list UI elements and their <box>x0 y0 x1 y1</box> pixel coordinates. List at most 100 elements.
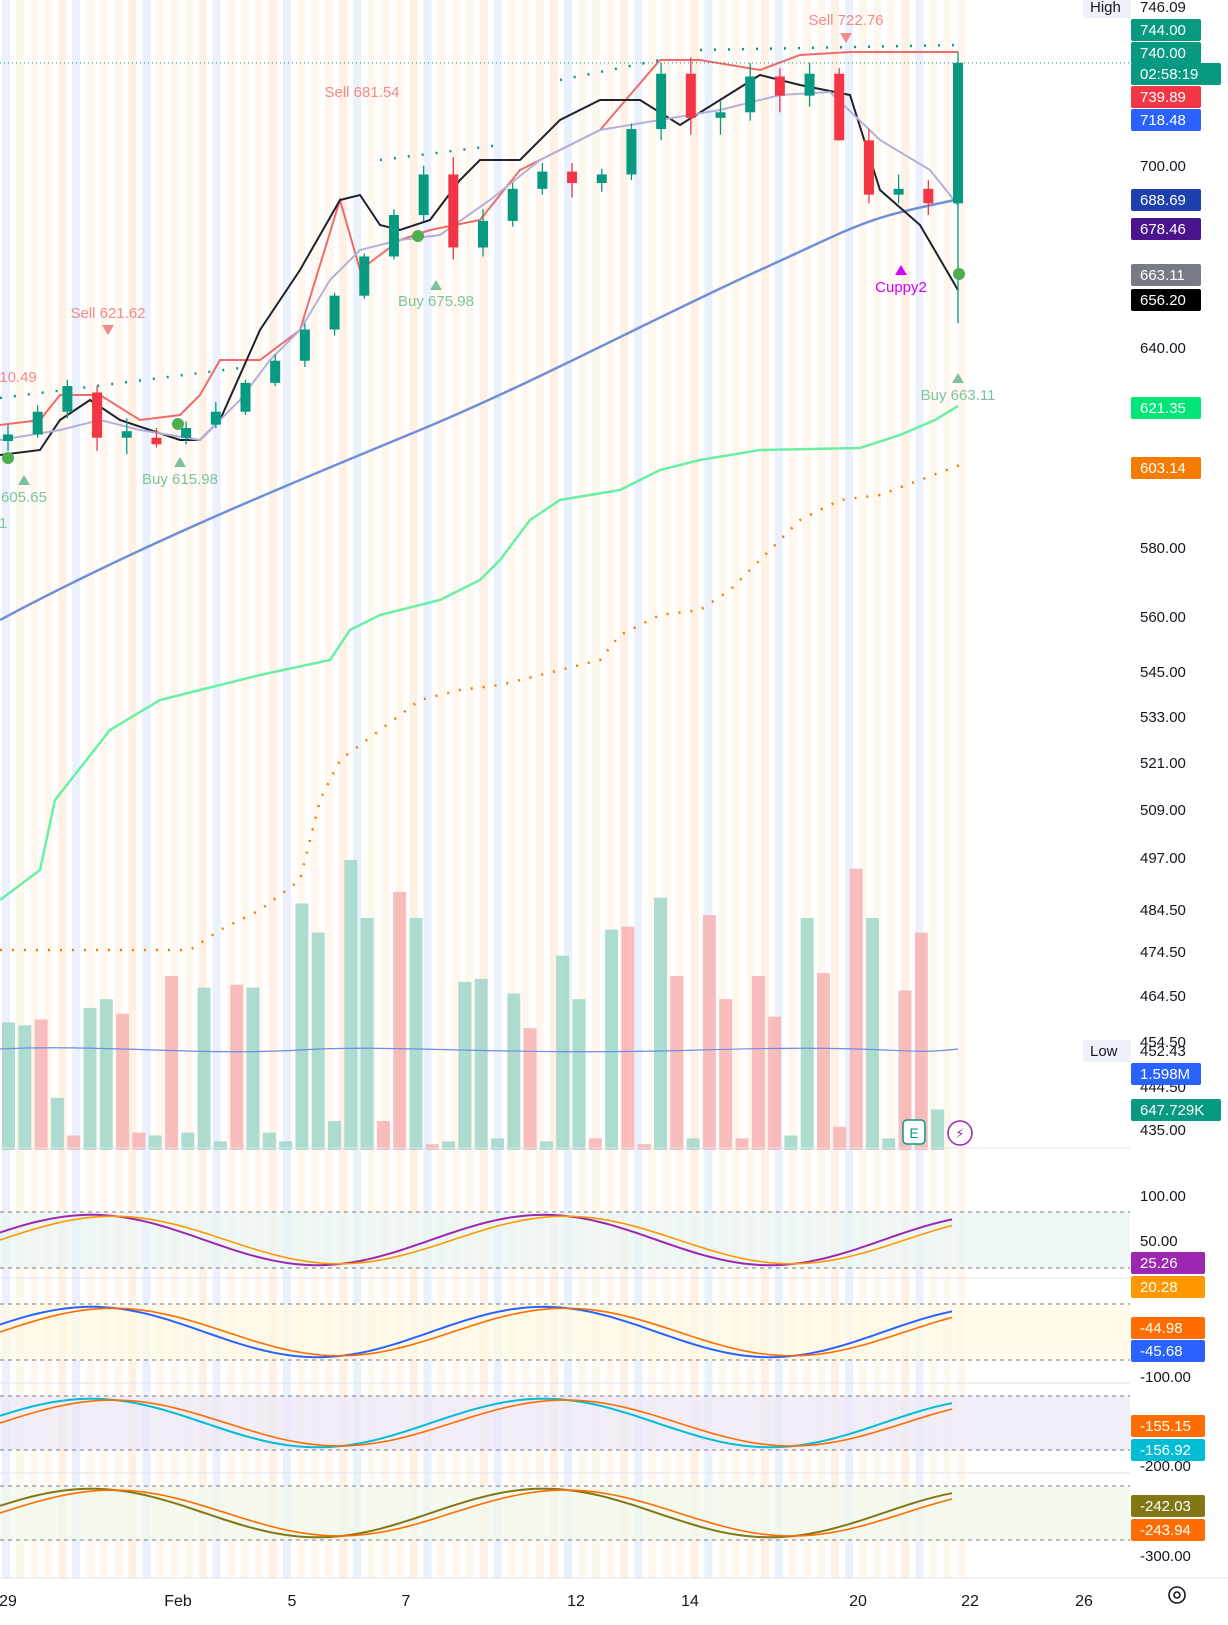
svg-text:718.48: 718.48 <box>1140 112 1186 129</box>
earnings-icon[interactable]: E <box>902 1119 926 1145</box>
session-band <box>521 0 530 1578</box>
price-tick-label: 700.00 <box>1140 158 1186 175</box>
time-tick-label: 22 <box>961 1593 979 1610</box>
volume-bar <box>670 976 684 1150</box>
svg-text:High: High <box>1090 0 1121 16</box>
price-badge: 688.69 <box>1131 189 1201 211</box>
svg-text:1.598M: 1.598M <box>1140 1066 1190 1083</box>
session-band <box>30 0 39 1578</box>
crossover-dot <box>172 418 184 430</box>
session-band <box>479 0 488 1578</box>
price-badge: 656.20 <box>1131 289 1201 311</box>
volume-bar <box>67 1135 81 1150</box>
signal-label: Sell 621.62 <box>70 305 145 322</box>
time-axis[interactable]: 29 Feb 5 7 12 14 20 22 26 <box>0 1577 1228 1610</box>
volume-bar <box>295 903 309 1150</box>
time-tick-label: 26 <box>1075 1593 1093 1610</box>
svg-text:-45.68: -45.68 <box>1140 1343 1183 1360</box>
price-badge: 740.00 <box>1131 42 1201 64</box>
svg-text:740.00: 740.00 <box>1140 45 1186 62</box>
session-band <box>465 0 474 1578</box>
session-band <box>859 0 868 1578</box>
volume-bar <box>2 1022 15 1150</box>
session-band <box>325 0 334 1578</box>
session-band <box>887 0 896 1578</box>
session-band <box>353 0 362 1578</box>
svg-text:-156.92: -156.92 <box>1140 1442 1191 1459</box>
crossover-dot <box>412 230 424 242</box>
session-band <box>170 0 179 1578</box>
volume-bar <box>246 987 260 1150</box>
candle <box>596 168 607 192</box>
oscillator-badge: -44.98 <box>1131 1317 1205 1339</box>
svg-text:656.20: 656.20 <box>1140 292 1186 309</box>
price-tick-label: 484.50 <box>1140 902 1186 919</box>
dividend-icon[interactable]: ⚡ <box>947 1120 973 1146</box>
oscillator-line-slow <box>0 1489 953 1537</box>
oscillator-panes[interactable] <box>0 1147 1228 1541</box>
candle <box>656 62 667 141</box>
volume-bar <box>637 1144 651 1150</box>
time-tick-label: 5 <box>288 1593 297 1610</box>
volume-bar <box>18 1025 32 1150</box>
svg-text:452.43: 452.43 <box>1140 1043 1186 1060</box>
session-band <box>774 0 783 1578</box>
volume-bar <box>230 984 244 1150</box>
candle <box>3 424 13 451</box>
time-tick-label: 20 <box>849 1593 867 1610</box>
volume-bar <box>279 1141 293 1150</box>
session-band <box>268 0 277 1578</box>
volume-bar <box>344 860 358 1150</box>
session-band <box>381 0 390 1578</box>
signal-labels: Sell 621.62 Buy 615.98 Sell 681.54 Buy 675.… <box>0 12 995 532</box>
signal-label: Sell 722.76 <box>808 12 883 29</box>
candle <box>626 123 637 181</box>
signal-marker <box>840 33 852 43</box>
price-badge: 678.46 <box>1131 218 1201 240</box>
gear-icon[interactable] <box>1168 1586 1186 1604</box>
svg-text:-155.15: -155.15 <box>1140 1418 1191 1435</box>
volume-bar <box>605 929 619 1150</box>
volume-bar <box>931 1109 945 1150</box>
volume-bar <box>800 918 814 1150</box>
volume-bars <box>0 860 959 1150</box>
candle <box>270 354 281 387</box>
price-pane[interactable]: Sell 621.62 Buy 615.98 Sell 681.54 Buy 675.… <box>0 12 1130 1150</box>
session-band <box>760 0 769 1578</box>
session-band <box>254 0 263 1578</box>
volume-bar <box>654 897 667 1150</box>
svg-text:Low: Low <box>1090 1043 1118 1060</box>
volume-bar <box>83 1007 97 1150</box>
candle <box>32 405 43 438</box>
volume-bar <box>686 1138 700 1150</box>
oscillator-tick-label: -200.00 <box>1140 1458 1191 1475</box>
price-tick-label: 533.00 <box>1140 709 1186 726</box>
candle <box>418 165 429 221</box>
session-band <box>802 0 811 1578</box>
signal-label: 605.65 <box>1 489 47 506</box>
volume-bar <box>751 976 765 1150</box>
volume-bar <box>328 1121 341 1150</box>
volume-bar <box>442 1141 456 1150</box>
price-axis[interactable]: 744.00700.00640.00600.00580.00560.00545.… <box>1083 0 1228 1578</box>
volume-bar <box>197 987 211 1150</box>
volume-bar <box>865 918 879 1150</box>
candle <box>834 68 845 141</box>
session-band <box>845 0 853 1578</box>
oscillator-badge: 20.28 <box>1131 1276 1205 1298</box>
candles <box>0 52 1130 455</box>
candle <box>329 292 340 336</box>
session-band <box>311 0 320 1578</box>
session-band <box>943 0 952 1578</box>
svg-text:02:58:19: 02:58:19 <box>1140 66 1198 83</box>
extreme-label: High 746.09 <box>1083 0 1186 18</box>
ma-slow-line <box>0 404 959 901</box>
volume-bar <box>50 1097 64 1150</box>
volume-bar <box>458 981 472 1150</box>
price-badge: 647.729K <box>1131 1099 1221 1121</box>
session-band <box>493 0 502 1578</box>
session-band <box>100 0 109 1578</box>
price-badge: 744.00 <box>1131 19 1201 41</box>
oscillator-badge: -45.68 <box>1131 1340 1205 1362</box>
candle <box>537 163 548 195</box>
